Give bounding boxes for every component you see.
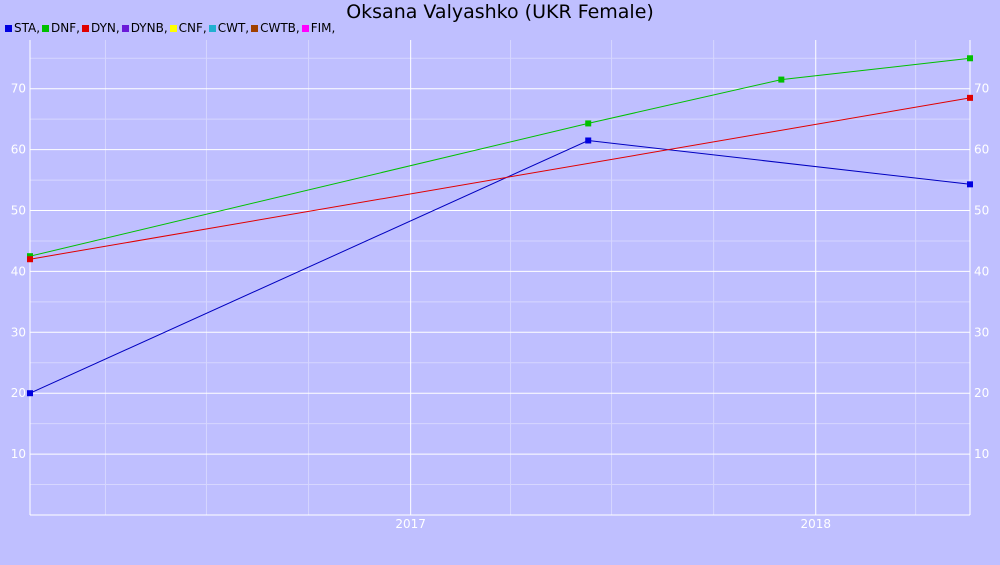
legend-label: CNF, <box>178 21 207 35</box>
x-tick-label: 2017 <box>395 517 426 531</box>
y-tick-label: 30 <box>11 325 26 339</box>
y-tick-label: 10 <box>11 447 26 461</box>
legend-item: DYNB, <box>121 21 168 35</box>
data-point-dnf <box>585 120 592 127</box>
data-point-dnf <box>778 76 785 83</box>
data-point-sta <box>967 181 973 188</box>
legend-item: FIM, <box>301 21 336 35</box>
legend-item: CWT, <box>208 21 250 35</box>
legend-label: STA, <box>14 21 41 35</box>
data-point-sta <box>27 390 33 397</box>
legend-label: DYNB, <box>130 21 168 35</box>
legend-item: STA, <box>5 21 40 35</box>
y-tick-label-right: 60 <box>974 143 989 157</box>
axes: 10 10 20 20 30 30 40 40 50 50 60 60 70 70 2017 2018 <box>11 40 989 531</box>
y-tick-label-right: 40 <box>974 264 989 278</box>
y-tick-label-right: 70 <box>974 82 989 96</box>
legend-swatch <box>208 24 216 32</box>
grid <box>30 40 970 515</box>
legend-swatch <box>301 24 309 32</box>
data-point-dnf <box>27 253 33 260</box>
data-point-dyn <box>967 94 973 101</box>
legend-label: DNF, <box>51 21 80 35</box>
legend: STA, DNF, DYN, DYNB, CNF, CWT, CWTB, FIM, <box>5 20 337 36</box>
x-tick-label: 2018 <box>800 517 831 531</box>
legend-label: CWTB, <box>260 21 300 35</box>
series <box>27 55 973 397</box>
y-tick-label-right: 50 <box>974 204 989 218</box>
y-tick-label: 70 <box>11 82 26 96</box>
legend-label: DYN, <box>90 21 120 35</box>
y-tick-label-right: 10 <box>974 447 989 461</box>
legend-swatch <box>121 24 129 32</box>
y-tick-label: 60 <box>11 143 26 157</box>
y-tick-label-right: 20 <box>974 386 989 400</box>
legend-swatch <box>251 24 259 32</box>
data-point-sta <box>585 137 592 144</box>
y-tick-label: 50 <box>11 204 26 218</box>
y-tick-label: 40 <box>11 264 26 278</box>
legend-label: CWT, <box>217 21 250 35</box>
data-point-dyn <box>27 256 33 263</box>
legend-swatch <box>5 24 12 32</box>
y-tick-label-right: 30 <box>974 325 989 339</box>
legend-item: DNF, <box>42 21 80 35</box>
y-tick-label: 20 <box>11 386 26 400</box>
legend-swatch <box>169 24 177 32</box>
series-line-dnf <box>29 57 971 257</box>
legend-item: DYN, <box>81 21 120 35</box>
legend-item: CWTB, <box>251 21 300 35</box>
legend-swatch <box>42 24 50 32</box>
legend-swatch <box>81 24 89 32</box>
legend-item: CNF, <box>169 21 207 35</box>
chart-title: Oksana Valyashko (UKR Female) <box>346 1 654 23</box>
legend-label: FIM, <box>310 21 336 35</box>
data-point-dnf <box>967 55 973 62</box>
series-line-dyn <box>29 97 971 260</box>
